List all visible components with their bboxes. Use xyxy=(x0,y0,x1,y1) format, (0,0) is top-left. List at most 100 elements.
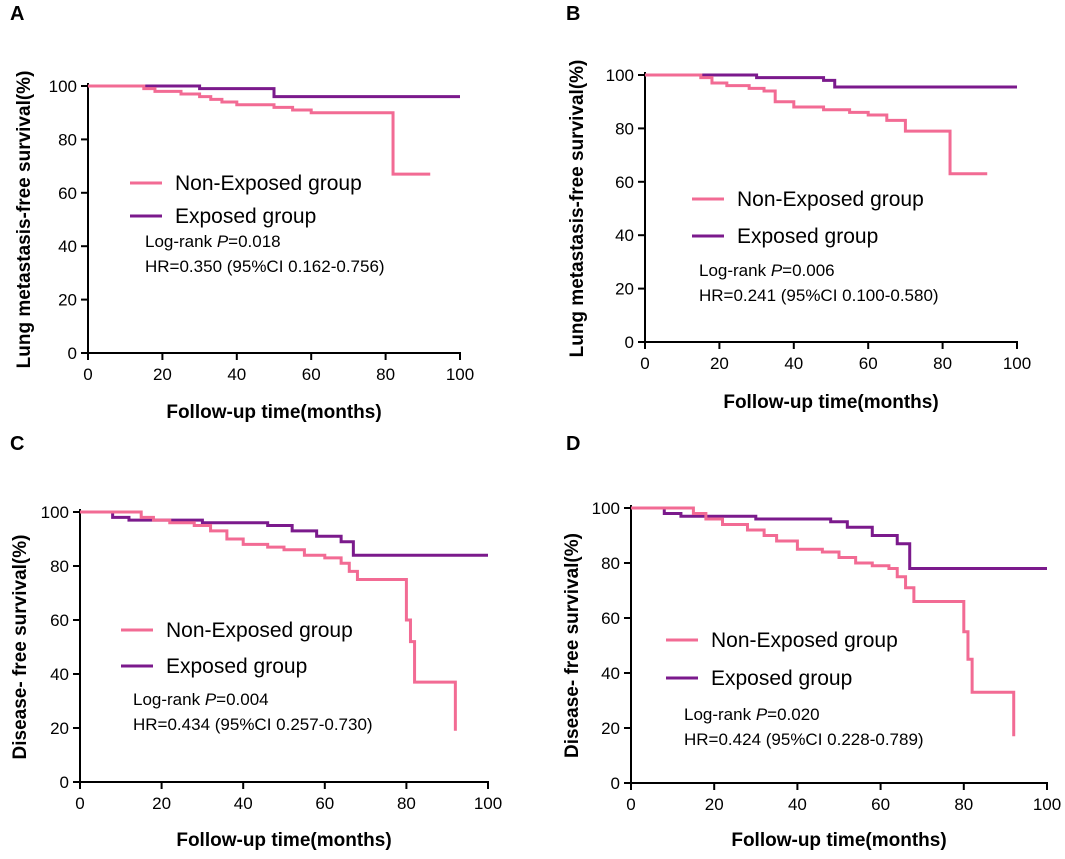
p-value: =0.018 xyxy=(228,232,280,251)
panel-letter: D xyxy=(566,433,580,455)
y-axis-title: Lung metastasis-free survival(%) xyxy=(14,71,35,369)
x-axis-title: Follow-up time(months) xyxy=(731,830,946,851)
logrank-annotation: Log-rank P=0.006 xyxy=(699,261,835,280)
y-tick-label: 100 xyxy=(592,499,620,518)
x-tick-label: 100 xyxy=(1033,795,1061,814)
y-axis-title: Disease- free survival(%) xyxy=(10,535,31,760)
y-axis-title: Lung metastasis-free survival(%) xyxy=(567,60,588,358)
y-tick-label: 40 xyxy=(601,664,620,683)
x-tick-label: 80 xyxy=(397,794,416,813)
x-tick-label: 100 xyxy=(446,365,474,384)
y-tick-label: 20 xyxy=(50,719,69,738)
x-tick-label: 20 xyxy=(710,354,729,373)
exposed-curve xyxy=(80,510,488,557)
x-tick-label: 40 xyxy=(234,794,253,813)
hazard-ratio-annotation: HR=0.434 (95%CI 0.257-0.730) xyxy=(133,715,373,734)
p-symbol: P xyxy=(771,261,783,280)
x-tick-label: 0 xyxy=(626,795,635,814)
y-tick-label: 20 xyxy=(615,280,634,299)
x-tick-label: 100 xyxy=(474,794,502,813)
x-tick-label: 80 xyxy=(954,795,973,814)
legend-label-non-exposed: Non-Exposed group xyxy=(711,629,898,652)
y-tick-label: 60 xyxy=(615,173,634,192)
y-tick-label: 20 xyxy=(601,719,620,738)
y-tick-label: 100 xyxy=(49,77,77,96)
logrank-annotation: Log-rank P=0.018 xyxy=(145,232,281,251)
logrank-prefix: Log-rank xyxy=(699,261,771,280)
y-tick-label: 80 xyxy=(601,554,620,573)
logrank-annotation: Log-rank P=0.004 xyxy=(133,690,269,709)
non-exposed-curve xyxy=(88,84,431,176)
x-axis-title: Follow-up time(months) xyxy=(723,392,938,413)
y-tick-label: 0 xyxy=(60,773,69,792)
legend-label-exposed: Exposed group xyxy=(166,655,307,678)
y-tick-label: 100 xyxy=(41,503,69,522)
p-value: =0.020 xyxy=(767,705,819,724)
p-value: =0.006 xyxy=(782,261,834,280)
x-tick-label: 20 xyxy=(153,365,172,384)
x-tick-label: 40 xyxy=(784,354,803,373)
x-tick-label: 20 xyxy=(705,795,724,814)
panel-c: C 0 20 40 60 80 100 0 20 40 60 80 100 Follow-up time(… xyxy=(10,433,502,851)
x-tick-label: 60 xyxy=(859,354,878,373)
x-tick-label: 80 xyxy=(933,354,952,373)
x-tick-label: 60 xyxy=(315,794,334,813)
logrank-prefix: Log-rank xyxy=(133,690,205,709)
y-tick-label: 80 xyxy=(615,119,634,138)
non-exposed-curve xyxy=(80,510,457,731)
x-tick-label: 60 xyxy=(871,795,890,814)
x-tick-label: 60 xyxy=(302,365,321,384)
x-tick-label: 0 xyxy=(83,365,92,384)
exposed-curve xyxy=(88,84,460,99)
panel-letter: A xyxy=(10,3,24,25)
hazard-ratio-annotation: HR=0.424 (95%CI 0.228-0.789) xyxy=(684,730,924,749)
y-tick-label: 80 xyxy=(50,557,69,576)
p-symbol: P xyxy=(756,705,768,724)
logrank-prefix: Log-rank xyxy=(684,705,756,724)
y-tick-label: 60 xyxy=(601,609,620,628)
x-tick-label: 40 xyxy=(227,365,246,384)
non-exposed-curve xyxy=(631,506,1016,737)
hazard-ratio-annotation: HR=0.350 (95%CI 0.162-0.756) xyxy=(145,257,385,276)
y-axis-title: Disease- free survival(%) xyxy=(562,533,583,758)
panel-letter: C xyxy=(10,433,24,455)
y-tick-label: 20 xyxy=(58,291,77,310)
x-tick-label: 100 xyxy=(1003,354,1031,373)
legend-label-exposed: Exposed group xyxy=(737,225,878,248)
panel-d: D 0 20 40 60 80 100 0 20 40 60 80 100 Follow-up time(… xyxy=(562,433,1061,851)
logrank-prefix: Log-rank xyxy=(145,232,217,251)
exposed-curve xyxy=(645,73,1017,89)
legend-label-non-exposed: Non-Exposed group xyxy=(166,619,353,642)
x-axis-title: Follow-up time(months) xyxy=(166,402,381,423)
panel-letter: B xyxy=(566,3,580,25)
y-tick-label: 40 xyxy=(58,237,77,256)
panel-a: A 0 20 40 60 80 100 0 20 40 60 80 100 Follow-up time(… xyxy=(10,3,474,423)
non-exposed-curve xyxy=(645,73,988,176)
p-symbol: P xyxy=(205,690,217,709)
p-symbol: P xyxy=(217,232,229,251)
y-tick-label: 40 xyxy=(50,665,69,684)
x-tick-label: 20 xyxy=(152,794,171,813)
y-tick-label: 60 xyxy=(58,184,77,203)
legend-label-exposed: Exposed group xyxy=(175,205,316,228)
y-tick-label: 100 xyxy=(606,66,634,85)
x-tick-label: 0 xyxy=(640,354,649,373)
x-axis-title: Follow-up time(months) xyxy=(176,830,391,851)
y-tick-label: 60 xyxy=(50,611,69,630)
y-tick-label: 0 xyxy=(68,344,77,363)
x-tick-label: 80 xyxy=(376,365,395,384)
panel-b: B 0 20 40 60 80 100 0 20 40 60 80 100 Follow-up time(… xyxy=(566,3,1031,413)
hazard-ratio-annotation: HR=0.241 (95%CI 0.100-0.580) xyxy=(699,286,939,305)
legend-label-non-exposed: Non-Exposed group xyxy=(175,172,362,195)
x-tick-label: 0 xyxy=(75,794,84,813)
legend-label-exposed: Exposed group xyxy=(711,667,852,690)
legend-label-non-exposed: Non-Exposed group xyxy=(737,188,924,211)
y-tick-label: 40 xyxy=(615,226,634,245)
y-tick-label: 0 xyxy=(625,333,634,352)
exposed-curve xyxy=(631,506,1047,570)
logrank-annotation: Log-rank P=0.020 xyxy=(684,705,820,724)
y-tick-label: 0 xyxy=(611,774,620,793)
p-value: =0.004 xyxy=(216,690,268,709)
y-tick-label: 80 xyxy=(58,130,77,149)
